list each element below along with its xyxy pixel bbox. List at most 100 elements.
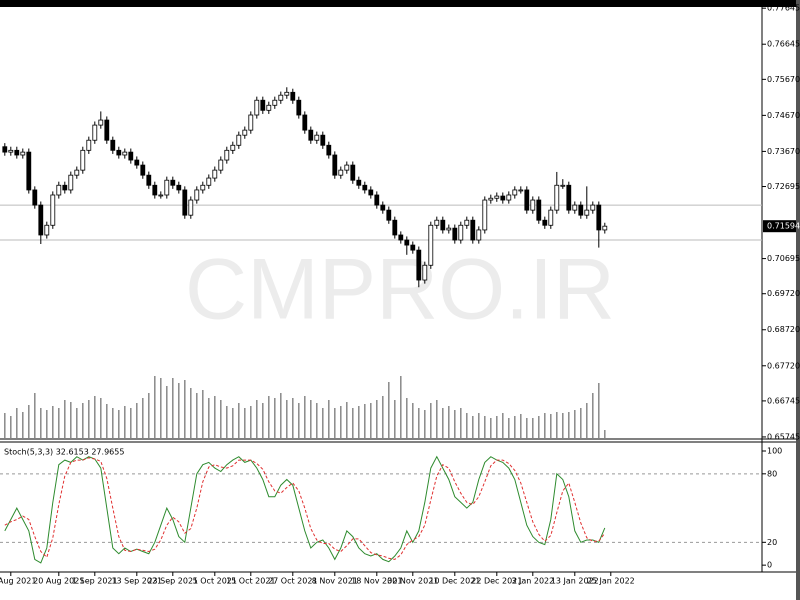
volume-bar [34,393,36,438]
candle-body [584,209,590,216]
candle-body [572,204,578,211]
volume-bar [76,408,78,438]
volume-bar [490,418,492,438]
volume-bar [136,403,138,438]
x-tick-label: 5 Oct 2021 [193,577,237,586]
candle-body [302,114,308,131]
volume-bar [118,410,120,438]
candle-body [524,189,530,211]
volume-bar [484,416,486,438]
candle-body [8,149,14,153]
volume-bar [586,403,588,438]
volume-bar [526,418,528,438]
x-tick-label: 3 Jan 2022 [511,577,554,586]
x-tick-label: 10 Dec 2021 [429,577,480,586]
right-border [796,0,800,600]
candle-body [410,244,416,251]
volume-bar [4,413,6,438]
indicator-label: Stoch(5,3,3) 32.6153 27.9655 [4,448,124,457]
volume-bar [106,404,108,438]
volume-bar [472,416,474,438]
candle-body [92,124,98,141]
volume-bar [202,390,204,438]
volume-bar [520,414,522,438]
volume-bar [580,408,582,438]
candle-body [110,139,116,151]
candle-body [140,164,146,176]
candle-body [566,184,572,211]
candle-body [20,151,26,156]
candle-body [428,224,434,266]
price-marker-label: 0.71594 [767,222,800,231]
candle-body [98,119,104,126]
candle-body [128,151,134,161]
candle-body [530,199,536,211]
candle-body [320,134,326,146]
candle-body [44,224,50,236]
volume-bar [274,398,276,438]
candle-body [56,184,62,196]
volume-bar [94,396,96,438]
volume-bar [250,406,252,438]
candle-body [326,144,332,156]
candle-body [470,219,476,241]
volume-bar [82,403,84,438]
x-tick-label: 23 Sep 2021 [147,577,198,586]
x-tick-label: 30 Nov 2021 [387,577,438,586]
candle-body [164,179,170,196]
x-tick-label: 1 Sep 2021 [72,577,118,586]
candle-body [602,225,608,231]
candle-body [224,149,230,161]
candle-body [2,146,8,153]
candle-body [446,227,452,231]
volume-bar [226,406,228,438]
volume-bar [130,408,132,438]
x-tick-label: 18 Nov 2021 [351,577,402,586]
volume-bar [166,386,168,438]
x-tick-label: 10 Aug 2021 [0,577,36,586]
candle-body [578,204,584,216]
candle-body [176,184,182,191]
x-tick-label: 20 Aug 2021 [33,577,84,586]
candle-body [500,195,506,201]
volume-bar [28,405,30,438]
y-tick-label: 0.73670 [767,147,800,156]
candle-body [260,99,266,111]
candle-body [512,189,518,196]
candle-body [26,151,32,191]
x-tick-label: 13 Sep 2021 [111,577,162,586]
volume-bar [124,406,126,438]
y-tick-label: 0.66745 [767,396,800,405]
volume-bar [232,408,234,438]
candle-body [242,129,248,136]
volume-bar [172,378,174,438]
candle-body [554,184,560,211]
volume-bar [538,416,540,438]
candle-body [344,164,350,171]
candle-body [230,144,236,151]
volume-bar [364,404,366,438]
volume-bar [514,416,516,438]
volume-bar [532,418,534,438]
candle-body [332,154,338,176]
volume-bar [424,410,426,438]
volume-bar [604,430,606,438]
volume-bar [310,400,312,438]
volume-bar [598,383,600,438]
y-tick-label: 0.72695 [767,182,800,191]
candle-body [464,219,470,226]
indicator-line [4,457,606,560]
candle-body [290,91,296,101]
candle-body [422,264,428,281]
candle-body [134,159,140,166]
x-tick-label: 25 Jan 2022 [587,577,635,586]
y-tick-label: 0.69720 [767,289,800,298]
watermark: CMPRO.IR [185,242,615,338]
candle-body [518,189,524,192]
candle-body [146,174,152,186]
y-tick-label: 0.67720 [767,361,800,370]
volume-bar [238,403,240,438]
candle-body [80,149,86,171]
volume-bar [544,413,546,438]
candle-body [86,139,92,151]
